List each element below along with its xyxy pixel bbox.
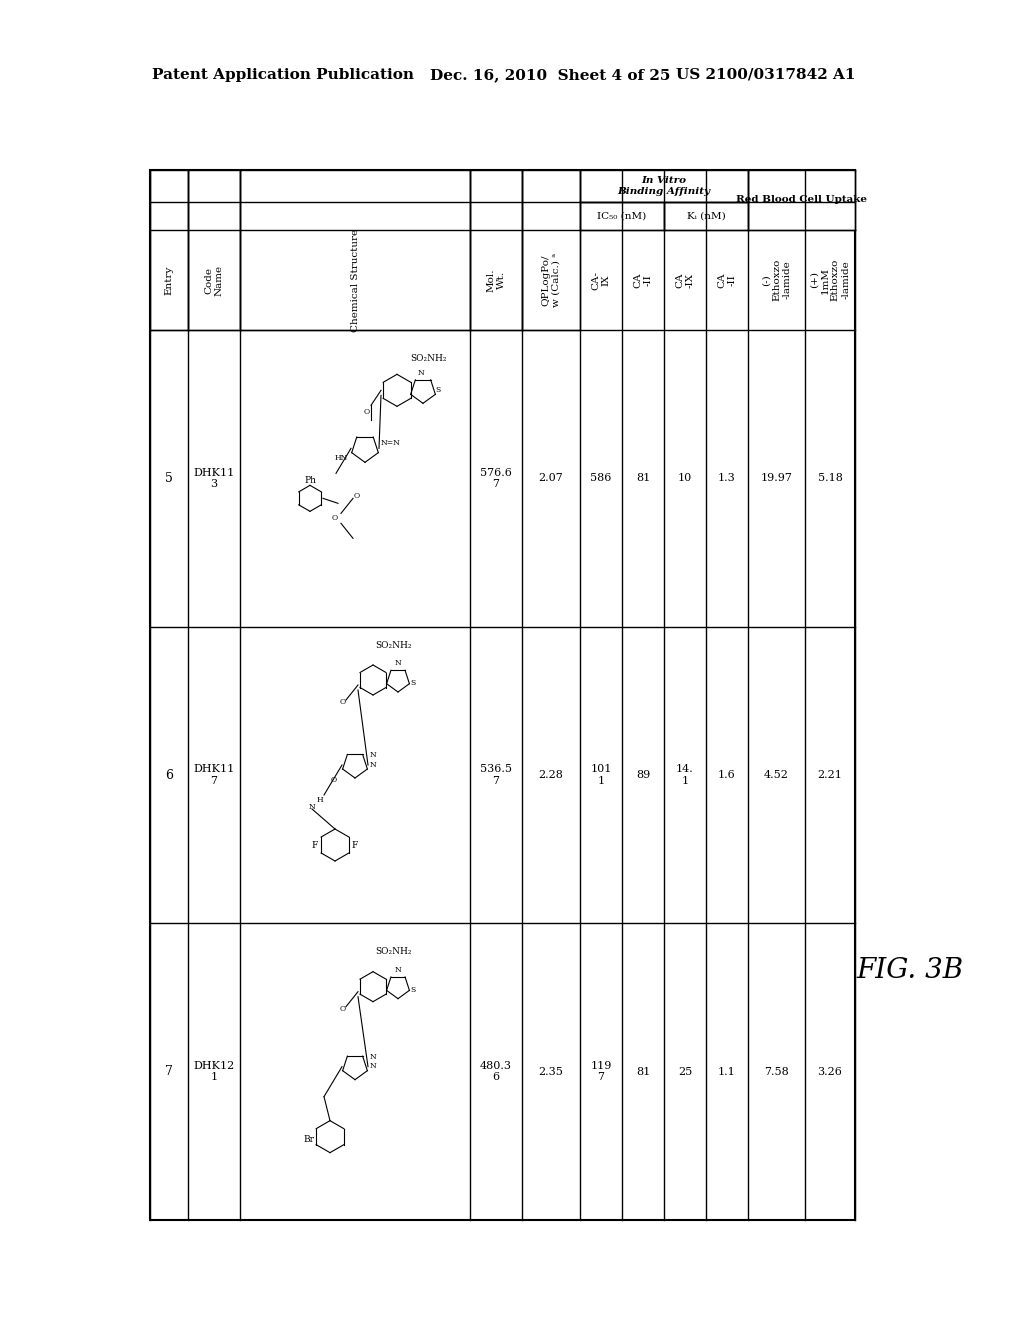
- Text: 4.52: 4.52: [764, 770, 788, 780]
- Text: DHK11
7: DHK11 7: [194, 764, 234, 785]
- Text: N
N: N N: [370, 1053, 377, 1071]
- Text: CA-
IX: CA- IX: [591, 271, 610, 289]
- Text: (+)
1mM
Ethoxzo
-lamide: (+) 1mM Ethoxzo -lamide: [810, 259, 850, 301]
- Text: S: S: [435, 387, 440, 395]
- Text: 2.21: 2.21: [817, 770, 843, 780]
- Text: CA
-IX: CA -IX: [675, 272, 694, 288]
- Text: 101
1: 101 1: [590, 764, 611, 785]
- Text: H: H: [316, 796, 324, 804]
- Text: 7: 7: [165, 1065, 173, 1078]
- Text: 14.
1: 14. 1: [676, 764, 694, 785]
- Text: O: O: [354, 492, 360, 500]
- Text: 10: 10: [678, 474, 692, 483]
- Text: DHK11
3: DHK11 3: [194, 467, 234, 490]
- Text: O: O: [340, 1005, 346, 1012]
- Bar: [240, 170, 470, 330]
- Text: N: N: [418, 370, 424, 378]
- Text: O: O: [332, 515, 338, 523]
- Text: Dec. 16, 2010  Sheet 4 of 25: Dec. 16, 2010 Sheet 4 of 25: [430, 69, 671, 82]
- Bar: [150, 170, 188, 330]
- Text: N: N: [308, 803, 315, 810]
- Text: HN: HN: [334, 454, 348, 462]
- Text: SO₂NH₂: SO₂NH₂: [375, 948, 412, 956]
- Text: Br: Br: [303, 1135, 314, 1144]
- Text: IC₅₀ (nM): IC₅₀ (nM): [597, 211, 646, 220]
- Text: F: F: [352, 841, 358, 850]
- Text: N: N: [394, 659, 401, 667]
- Text: F: F: [312, 841, 318, 850]
- Text: QPLogPo/
w (Calc.) ᵃ: QPLogPo/ w (Calc.) ᵃ: [542, 253, 561, 308]
- Text: 1.3: 1.3: [718, 474, 736, 483]
- Text: (-)
Ethoxzo
-lamide: (-) Ethoxzo -lamide: [762, 259, 792, 301]
- Text: Ph: Ph: [304, 475, 316, 484]
- Text: 5: 5: [165, 471, 173, 484]
- Bar: [664, 202, 748, 230]
- Text: 6: 6: [165, 768, 173, 781]
- Text: 5.18: 5.18: [817, 474, 843, 483]
- Text: SO₂NH₂: SO₂NH₂: [375, 640, 412, 649]
- Bar: [150, 170, 855, 1220]
- Text: 3.26: 3.26: [817, 1067, 843, 1077]
- Bar: [748, 170, 855, 230]
- Text: 81: 81: [636, 1067, 650, 1077]
- Text: 2.07: 2.07: [539, 474, 563, 483]
- Text: 25: 25: [678, 1067, 692, 1077]
- Text: Kᵢ (nM): Kᵢ (nM): [687, 211, 725, 220]
- Text: 119
7: 119 7: [590, 1061, 611, 1082]
- Text: 536.5
7: 536.5 7: [480, 764, 512, 785]
- Text: S: S: [411, 986, 416, 994]
- Bar: [470, 170, 522, 330]
- Text: S: S: [411, 678, 416, 686]
- Text: 89: 89: [636, 770, 650, 780]
- Bar: [188, 170, 240, 330]
- Text: In Vitro
Binding Affinity: In Vitro Binding Affinity: [617, 177, 711, 195]
- Text: FIG. 3B: FIG. 3B: [856, 957, 964, 983]
- Text: O: O: [364, 408, 370, 416]
- Text: Red Blood Cell Uptake: Red Blood Cell Uptake: [736, 195, 867, 205]
- Text: 1.1: 1.1: [718, 1067, 736, 1077]
- Bar: [522, 170, 580, 330]
- Text: 586: 586: [590, 474, 611, 483]
- Text: Entry: Entry: [165, 265, 173, 294]
- Text: Patent Application Publication: Patent Application Publication: [152, 69, 414, 82]
- Text: DHK12
1: DHK12 1: [194, 1061, 234, 1082]
- Text: 7.58: 7.58: [764, 1067, 788, 1077]
- Text: CA
-II: CA -II: [717, 272, 736, 288]
- Bar: [580, 170, 748, 202]
- Bar: [580, 202, 664, 230]
- Text: Chemical Structure: Chemical Structure: [350, 228, 359, 331]
- Text: 576.6
7: 576.6 7: [480, 467, 512, 490]
- Text: N=N: N=N: [381, 440, 400, 447]
- Text: 2.35: 2.35: [539, 1067, 563, 1077]
- Text: 480.3
6: 480.3 6: [480, 1061, 512, 1082]
- Text: Mol.
Wt.: Mol. Wt.: [486, 268, 506, 292]
- Text: 81: 81: [636, 474, 650, 483]
- Text: N: N: [394, 966, 401, 974]
- Text: US 2100/0317842 A1: US 2100/0317842 A1: [676, 69, 855, 82]
- Text: N
N: N N: [370, 751, 377, 768]
- Text: SO₂NH₂: SO₂NH₂: [410, 354, 446, 363]
- Text: 2.28: 2.28: [539, 770, 563, 780]
- Text: 1.6: 1.6: [718, 770, 736, 780]
- Text: O: O: [340, 698, 346, 706]
- Text: O: O: [331, 776, 337, 784]
- Text: Code
Name: Code Name: [205, 264, 223, 296]
- Text: 19.97: 19.97: [761, 474, 793, 483]
- Text: CA
-II: CA -II: [633, 272, 652, 288]
